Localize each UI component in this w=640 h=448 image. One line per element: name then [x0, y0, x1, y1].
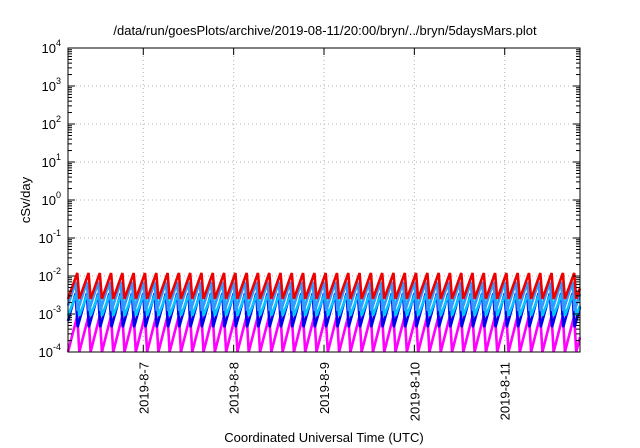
- y-tick-label: 104: [42, 38, 61, 56]
- y-tick-exponent: -2: [53, 266, 61, 276]
- y-tick-exponent: 4: [56, 38, 61, 48]
- y-tick-exponent: 2: [56, 114, 61, 124]
- y-tick-label: 103: [42, 76, 61, 94]
- y-tick-label: 102: [42, 114, 61, 132]
- series-layer: [66, 272, 582, 353]
- series-line: [66, 272, 582, 300]
- y-tick-base: 10: [42, 79, 56, 94]
- series-line: [66, 281, 582, 312]
- y-tick-label: 10-4: [39, 342, 61, 360]
- y-tick-label: 10-3: [39, 304, 61, 322]
- y-tick-label: 101: [42, 152, 61, 170]
- x-axis: 2019-8-7 2019-8-8 2019-8-9 2019-8-10 2019-8-…: [136, 48, 513, 421]
- y-tick-base: 10: [42, 117, 56, 132]
- y-tick-base: 10: [42, 155, 56, 170]
- y-tick-exponent: 0: [56, 190, 61, 200]
- x-tick-label: 2019-8-7: [136, 362, 151, 414]
- x-tick-label: 2019-8-10: [407, 362, 422, 421]
- y-tick-exponent: -4: [53, 342, 61, 352]
- x-tick-label: 2019-8-9: [317, 362, 332, 414]
- x-tick-label: 2019-8-8: [227, 362, 242, 414]
- y-tick-base: 10: [42, 41, 56, 56]
- y-tick-base: 10: [42, 193, 56, 208]
- y-tick-base: 10: [39, 269, 53, 284]
- x-axis-label: Coordinated Universal Time (UTC): [224, 430, 423, 445]
- y-tick-exponent: 1: [56, 152, 61, 162]
- y-tick-label: 10-2: [39, 266, 61, 284]
- y-tick-label: 100: [42, 190, 61, 208]
- y-tick-base: 10: [39, 307, 53, 322]
- y-tick-exponent: -3: [53, 304, 61, 314]
- y-axis-label: cSv/day: [18, 176, 33, 223]
- y-tick-label: 10-1: [39, 228, 61, 246]
- y-tick-base: 10: [39, 231, 53, 246]
- chart-title: /data/run/goesPlots/archive/2019-08-11/2…: [113, 23, 537, 38]
- y-tick-exponent: 3: [56, 76, 61, 86]
- y-tick-base: 10: [39, 345, 53, 360]
- x-tick-label: 2019-8-11: [498, 362, 513, 420]
- y-tick-exponent: -1: [53, 228, 61, 238]
